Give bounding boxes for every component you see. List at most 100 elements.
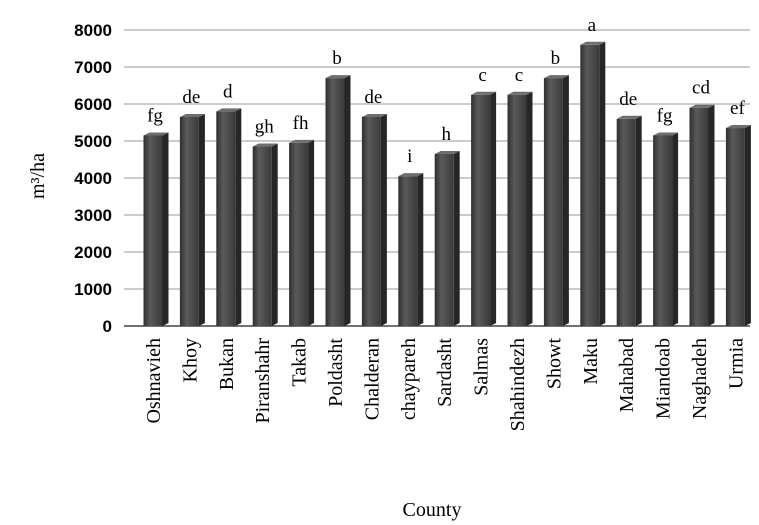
x-axis-title: County: [403, 499, 462, 521]
x-tick-label: Oshnavieh: [143, 338, 165, 424]
x-tick-label: Sardasht: [434, 338, 456, 407]
x-tick-label: Shahindezh: [507, 338, 529, 431]
bar: [580, 41, 606, 327]
bar-side: [162, 132, 169, 326]
x-tick-label: Khoy: [179, 338, 201, 382]
x-tick-label: Maku: [580, 338, 602, 385]
bar-top: [507, 91, 533, 95]
x-tick-label: Naghadeh: [689, 338, 711, 419]
y-tick-label: 5000: [74, 132, 112, 151]
data-label: d: [223, 81, 233, 102]
data-label: fg: [147, 105, 163, 126]
bar: [289, 139, 315, 326]
bar-side: [635, 115, 642, 326]
y-axis-title: m³/ha: [27, 153, 49, 199]
bar-top: [725, 125, 751, 129]
bar-front: [507, 94, 527, 326]
x-tick-label: Urmia: [725, 338, 747, 389]
data-label: ef: [730, 98, 745, 119]
y-axis-ticks: 0 1000 2000 3000 4000 5000 6000 7000 8000: [74, 21, 112, 336]
y-tick-label: 7000: [74, 58, 112, 77]
bar-side: [344, 75, 351, 326]
bar-top: [580, 41, 606, 45]
bar-front: [471, 94, 491, 326]
bar-top: [689, 104, 715, 108]
y-tick-label: 0: [103, 317, 112, 336]
x-tick-label: Takab: [289, 338, 311, 387]
bar-side: [417, 173, 424, 326]
data-label: h: [441, 124, 451, 145]
x-tick-label: Showt: [543, 338, 565, 390]
bar: [689, 104, 715, 326]
bar-top: [616, 115, 642, 119]
x-tick-label: Chalderan: [361, 338, 383, 420]
bar-side: [271, 143, 278, 326]
bar-front: [543, 78, 563, 326]
bar-side: [744, 125, 751, 326]
bar: [361, 113, 387, 326]
bar: [398, 173, 424, 326]
bar-front: [434, 153, 454, 326]
bar-side: [198, 113, 205, 326]
bar-side: [490, 91, 497, 326]
x-tick-label: Miandoab: [653, 338, 675, 419]
bar-top: [471, 91, 497, 95]
bar-front: [689, 107, 709, 326]
y-tick-label: 4000: [74, 169, 112, 188]
bar: [471, 91, 497, 326]
data-label: gh: [255, 117, 275, 138]
bar-side: [235, 108, 242, 327]
bar-top: [543, 75, 569, 79]
y-tick-label: 2000: [74, 243, 112, 262]
x-tick-label: Salmas: [471, 338, 493, 396]
data-label: de: [364, 87, 382, 108]
bar-side: [526, 91, 533, 326]
bar-front: [580, 44, 600, 327]
y-tick-label: 3000: [74, 206, 112, 225]
bar: [543, 75, 569, 326]
x-tick-label: Piranshahr: [252, 338, 274, 424]
bar-front: [361, 116, 381, 326]
data-label: c: [515, 65, 523, 86]
bar-front: [725, 128, 745, 326]
x-tick-label: Bukan: [216, 338, 238, 390]
data-label: c: [478, 65, 486, 86]
bar: [252, 143, 278, 326]
bar-front: [143, 135, 163, 326]
bar-top: [143, 132, 169, 136]
data-label: i: [407, 146, 412, 167]
data-label: a: [588, 15, 597, 36]
bars: [143, 41, 751, 327]
x-tick-label: Poldasht: [325, 338, 347, 407]
bar: [434, 150, 460, 326]
bar-front: [398, 176, 418, 326]
bar-front: [252, 146, 272, 326]
x-tick-label: Mahabad: [616, 338, 638, 412]
y-tick-label: 1000: [74, 280, 112, 299]
bar-side: [453, 150, 460, 326]
bar-front: [179, 116, 199, 326]
bar: [653, 132, 679, 326]
x-axis-category-labels: Oshnavieh Khoy Bukan Piranshahr Takab Poldash…: [143, 338, 747, 432]
bar-top: [325, 75, 351, 79]
bar-top: [361, 113, 387, 117]
bar-side: [708, 104, 715, 326]
data-label: b: [332, 48, 342, 69]
bar-top: [179, 113, 205, 117]
data-label: b: [551, 48, 561, 69]
y-tick-label: 8000: [74, 21, 112, 40]
data-label: de: [619, 89, 637, 110]
data-label: cd: [692, 78, 710, 99]
bar: [725, 125, 751, 326]
bar-top: [398, 173, 424, 177]
data-label: de: [182, 87, 200, 108]
bar: [507, 91, 533, 326]
bar-side: [599, 41, 606, 327]
x-tick-label: chaypareh: [398, 338, 420, 420]
bar: [143, 132, 169, 326]
bar: [616, 115, 642, 326]
y-tick-label: 6000: [74, 95, 112, 114]
bar-top: [252, 143, 278, 147]
bar-side: [380, 113, 387, 326]
